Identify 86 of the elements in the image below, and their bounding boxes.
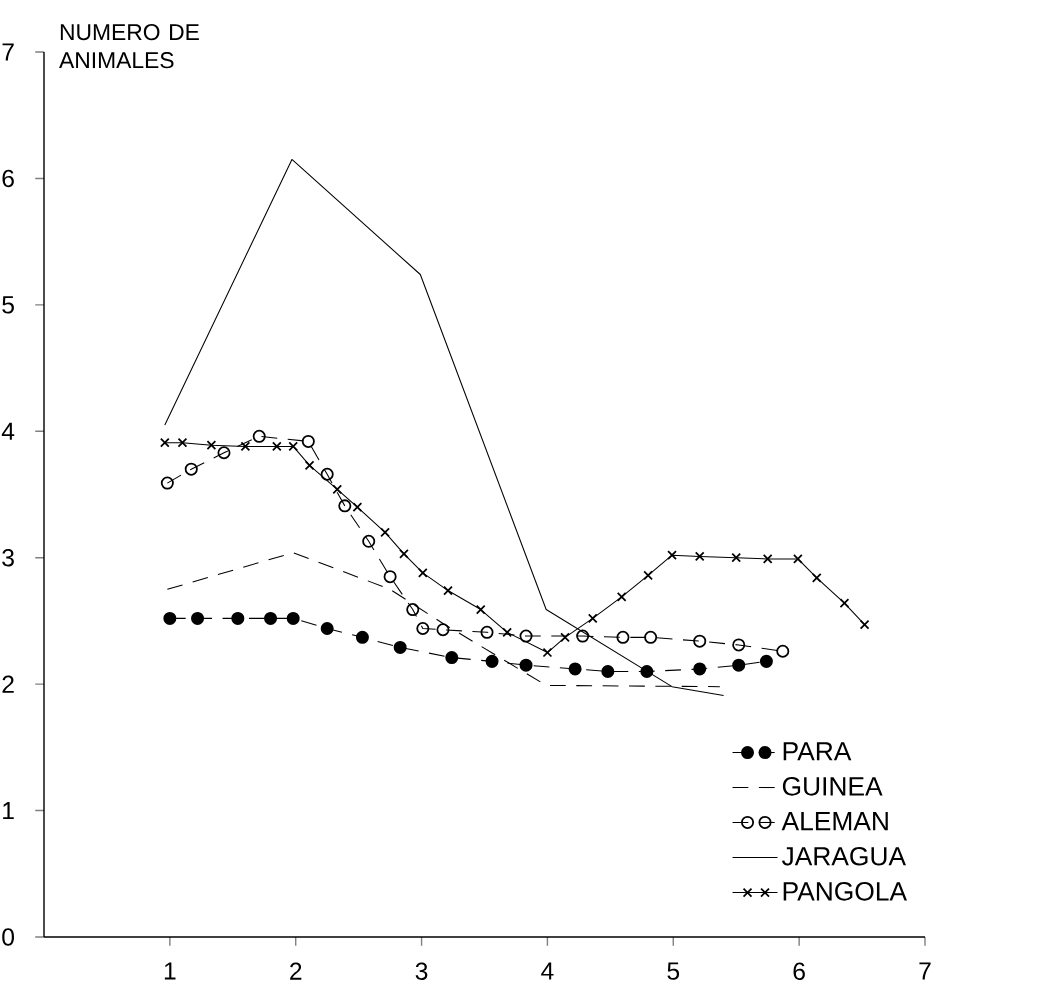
point: [601, 664, 615, 678]
legend-label: JARAGUA: [781, 846, 906, 866]
point: [191, 611, 205, 625]
x-tick-label: 5: [667, 962, 680, 980]
point: [159, 437, 170, 448]
point: [762, 554, 773, 564]
point: [568, 662, 582, 676]
point: [271, 441, 282, 452]
point: [252, 429, 266, 443]
point: [732, 638, 746, 652]
point: [480, 625, 494, 639]
point: [436, 623, 450, 637]
y-tick-label: 7: [2, 43, 14, 61]
y-tick-label: 0: [2, 928, 14, 946]
legend-label: PARA: [783, 742, 852, 761]
point: [640, 664, 654, 678]
point: [839, 598, 850, 609]
x-tick-label: 4: [541, 962, 554, 980]
point: [206, 440, 217, 451]
point: [776, 644, 790, 658]
x-tick-label: 7: [919, 962, 931, 980]
point: [694, 551, 705, 562]
y-axis-title: NUMERO DE ANIMALES: [59, 23, 199, 69]
point: [320, 467, 334, 481]
point: [644, 630, 658, 644]
point: [160, 476, 174, 490]
point: [184, 462, 198, 476]
point: [542, 647, 553, 658]
point: [519, 629, 533, 643]
point: [304, 460, 315, 471]
y-tick-label: 2: [2, 675, 14, 693]
point: [731, 552, 742, 563]
legend-label: ALEMAN: [781, 812, 888, 831]
point: [393, 640, 407, 654]
point: [217, 446, 231, 460]
point: [355, 630, 369, 644]
point: [286, 611, 300, 625]
x-tick-label: 3: [415, 962, 428, 980]
point: [643, 570, 653, 581]
legend-label: GUINEA: [782, 776, 883, 796]
point: [732, 658, 746, 672]
point: [352, 502, 363, 512]
point: [519, 658, 533, 672]
point: [406, 603, 420, 617]
point: [320, 622, 334, 636]
point: [616, 592, 627, 602]
point: [693, 662, 707, 676]
point: [560, 632, 570, 643]
point: [445, 651, 459, 665]
point: [177, 437, 188, 448]
y-tick-label: 4: [1, 422, 15, 440]
x-tick-label: 2: [290, 962, 302, 980]
point: [793, 554, 803, 564]
point: [338, 499, 352, 513]
point: [759, 654, 773, 668]
x-tick-label: 6: [793, 962, 805, 980]
point: [240, 441, 251, 452]
point: [288, 441, 299, 452]
point: [417, 568, 428, 578]
point: [616, 630, 630, 644]
legend-label: PANGOLA: [783, 882, 907, 901]
point: [383, 570, 397, 584]
point: [362, 534, 376, 548]
point: [485, 654, 499, 668]
point: [416, 622, 430, 636]
point: [475, 604, 486, 615]
point: [502, 627, 513, 638]
point: [859, 619, 870, 630]
y-tick-label: 3: [2, 548, 14, 567]
point: [380, 527, 390, 538]
point: [443, 585, 453, 596]
y-tick-label: 6: [2, 169, 14, 188]
point: [399, 549, 409, 559]
point: [811, 573, 822, 583]
point: [576, 629, 590, 643]
point: [693, 634, 707, 648]
point: [231, 611, 245, 625]
point: [264, 611, 278, 625]
point: [332, 484, 343, 495]
x-tick-label: 1: [164, 962, 176, 980]
point: [163, 611, 177, 625]
y-tick-label: 1: [3, 802, 14, 820]
y-tick-label: 5: [2, 296, 14, 314]
point: [301, 434, 315, 448]
point: [587, 613, 598, 624]
point: [667, 550, 677, 561]
